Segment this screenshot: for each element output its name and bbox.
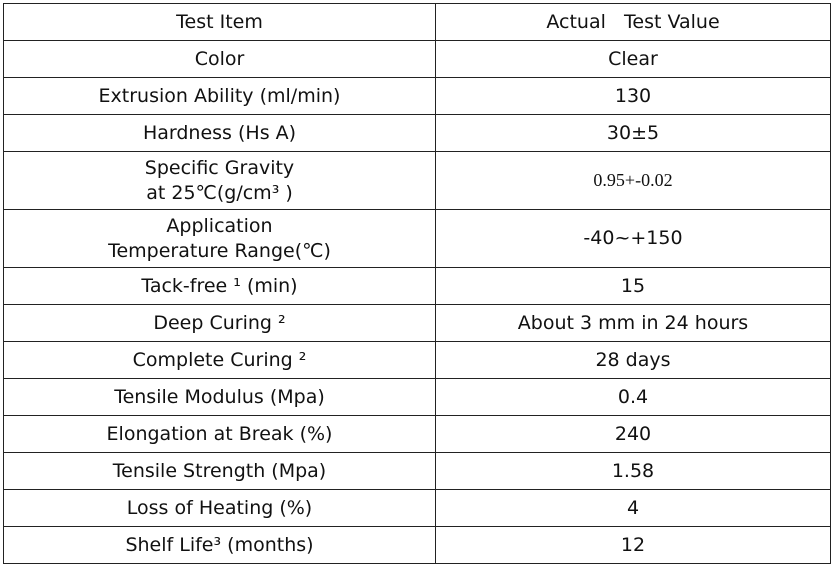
item-cell: Specific Gravity at 25℃(g/cm³ ) [3, 151, 436, 210]
value-cell: -40~+150 [435, 209, 831, 268]
table-row: Tensile Strength (Mpa) 1.58 [3, 452, 831, 490]
item-cell: Tensile Modulus (Mpa) [3, 378, 436, 416]
table-row: Deep Curing ² About 3 mm in 24 hours [3, 304, 831, 342]
value-cell: 130 [435, 77, 831, 115]
item-cell: Extrusion Ability (ml/min) [3, 77, 436, 115]
table-row: Specific Gravity at 25℃(g/cm³ ) 0.95+-0.02 [3, 151, 831, 210]
value-cell: Clear [435, 40, 831, 78]
value-cell: 12 [435, 526, 831, 564]
value-cell: 0.4 [435, 378, 831, 416]
table-body: Color Clear Extrusion Ability (ml/min) 130 H… [3, 40, 831, 564]
cell-line: Specific Gravity [144, 156, 295, 179]
item-cell: Color [3, 40, 436, 78]
value-cell: 30±5 [435, 114, 831, 152]
table-row: Color Clear [3, 40, 831, 78]
table-row: Hardness (Hs A) 30±5 [3, 114, 831, 152]
table-header: Test Item Actual Test Value [3, 3, 831, 41]
item-cell: Loss of Heating (%) [3, 489, 436, 527]
value-cell: 0.95+-0.02 [435, 151, 831, 210]
item-cell: Deep Curing ² [3, 304, 436, 342]
table-row: Complete Curing ² 28 days [3, 341, 831, 379]
item-cell: Tensile Strength (Mpa) [3, 452, 436, 490]
header-cell: Actual Test Value [435, 3, 831, 41]
table-row: Loss of Heating (%) 4 [3, 489, 831, 527]
table-row: Application Temperature Range(℃) -40~+150 [3, 209, 831, 268]
cell-line: Application [166, 214, 273, 237]
value-cell: 28 days [435, 341, 831, 379]
value-cell: 4 [435, 489, 831, 527]
table-row: Elongation at Break (%) 240 [3, 415, 831, 453]
header-cell: Test Item [3, 3, 436, 41]
table-row: Tack-free ¹ (min) 15 [3, 267, 831, 305]
item-cell: Application Temperature Range(℃) [3, 209, 436, 268]
item-cell: Elongation at Break (%) [3, 415, 436, 453]
cell-line: Temperature Range(℃) [108, 239, 331, 262]
cell-line: at 25℃(g/cm³ ) [146, 181, 293, 204]
header-row: Test Item Actual Test Value [3, 3, 831, 41]
item-cell: Complete Curing ² [3, 341, 436, 379]
value-cell: 1.58 [435, 452, 831, 490]
item-cell: Tack-free ¹ (min) [3, 267, 436, 305]
value-cell: 15 [435, 267, 831, 305]
spec-table: Test Item Actual Test Value Color Clear Ex… [3, 3, 831, 564]
table-row: Extrusion Ability (ml/min) 130 [3, 77, 831, 115]
item-cell: Shelf Life³ (months) [3, 526, 436, 564]
table-row: Tensile Modulus (Mpa) 0.4 [3, 378, 831, 416]
value-cell: 240 [435, 415, 831, 453]
value-cell: About 3 mm in 24 hours [435, 304, 831, 342]
item-cell: Hardness (Hs A) [3, 114, 436, 152]
table-row: Shelf Life³ (months) 12 [3, 526, 831, 564]
